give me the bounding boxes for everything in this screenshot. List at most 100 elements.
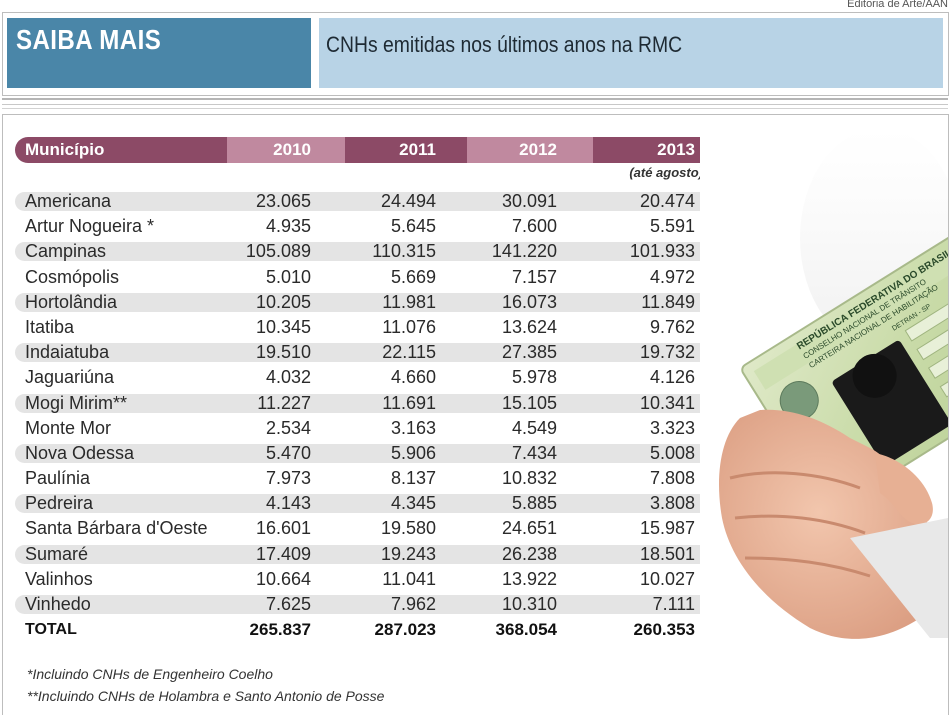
column-header-2011: 2011 [345, 137, 467, 163]
cell-municipio: Artur Nogueira * [25, 216, 155, 237]
table-row: Sumaré 17.409 19.243 26.238 18.501 [15, 542, 718, 567]
table-row: Jaguariúna 4.032 4.660 5.978 4.126 [15, 365, 718, 390]
cell-2013: 5.008 [649, 442, 695, 463]
cell-2011: 11.981 [382, 291, 436, 312]
cell-2010: 4.935 [265, 216, 311, 237]
table-row: Nova Odessa 5.470 5.906 7.434 5.008 [15, 441, 718, 466]
cell-2011: 287.023 [374, 620, 436, 640]
table-header: Município 2010 2011 2012 2013 [15, 137, 718, 163]
note-2013: (até agosto) [629, 165, 703, 180]
cell-2011: 7.962 [390, 594, 436, 614]
cell-2011: 5.906 [390, 442, 436, 463]
cell-2011: 5.669 [390, 266, 436, 287]
table-row: Vinhedo 7.625 7.962 10.310 7.111 [15, 592, 718, 617]
cell-municipio: Santa Bárbara d'Oeste [25, 518, 208, 539]
cell-2012: 24.651 [501, 518, 557, 539]
footnote-1: *Incluindo CNHs de Engenheiro Coelho [27, 666, 273, 682]
cell-2010: 2.534 [265, 417, 311, 438]
hand-holding-license-icon: REPÚBLICA FEDERATIVA DO BRASIL CONSELHO … [700, 118, 948, 678]
row-stripe [15, 595, 718, 614]
badge-label: SAIBA MAIS [16, 24, 162, 55]
row-stripe [15, 192, 718, 211]
column-header-2013: 2013 [593, 137, 718, 163]
cell-2011: 24.494 [380, 191, 436, 211]
cell-2010: 5.470 [265, 442, 311, 463]
cell-2010: 5.010 [265, 266, 311, 287]
cell-2013: 10.027 [639, 568, 695, 589]
cell-2011: 110.315 [372, 241, 436, 262]
cell-municipio: Sumaré [25, 543, 89, 564]
cell-2013: 15.987 [639, 518, 695, 539]
cell-2010: 265.837 [249, 620, 311, 640]
cell-2013: 19.732 [639, 342, 695, 363]
row-stripe [15, 494, 718, 514]
table-row: Artur Nogueira * 4.935 5.645 7.600 5.591 [15, 214, 718, 239]
table-row: Santa Bárbara d'Oeste 16.601 19.580 24.651 1… [15, 516, 718, 541]
cell-2012: 7.434 [511, 442, 557, 463]
cell-2012: 13.624 [501, 316, 557, 337]
divider [2, 108, 948, 109]
page-title: CNHs emitidas nos últimos anos na RMC [326, 32, 683, 57]
cell-2013: 260.353 [633, 620, 695, 640]
table-row: Pedreira 4.143 4.345 5.885 3.808 [15, 491, 718, 516]
cell-2011: 22.115 [382, 342, 436, 363]
cell-2011: 5.645 [390, 216, 436, 237]
row-stripe [15, 393, 718, 413]
cell-2013: 5.591 [649, 216, 695, 237]
cell-2010: 7.973 [265, 468, 311, 489]
cell-2013: 101.933 [629, 241, 695, 262]
cell-2012: 15.105 [501, 392, 557, 413]
cell-2013: 7.808 [649, 468, 695, 489]
cell-2012: 7.600 [511, 216, 557, 237]
cell-2012: 4.549 [511, 417, 557, 438]
table-row: Monte Mor 2.534 3.163 4.549 3.323 [15, 416, 718, 441]
cell-2011: 8.137 [390, 468, 436, 489]
credit-text: Editoria de Arte/AAN [847, 0, 948, 10]
cell-2011: 11.691 [382, 392, 436, 413]
cell-2013: 3.808 [649, 493, 695, 514]
cell-2010: 4.032 [265, 367, 311, 388]
cell-2010: 11.227 [257, 392, 311, 413]
cell-2010: 4.143 [265, 493, 311, 514]
cell-municipio: Valinhos [25, 568, 93, 589]
divider [2, 104, 948, 105]
table-row: Americana 23.065 24.494 30.091 20.474 [15, 189, 718, 214]
cell-2010: 7.625 [265, 594, 311, 614]
table-row: Campinas 105.089 110.315 141.220 101.933 [15, 239, 718, 264]
cell-2013: 11.849 [641, 291, 695, 312]
cell-2010: 23.065 [255, 191, 311, 211]
cell-municipio: Indaiatuba [25, 342, 110, 363]
row-stripe [15, 443, 718, 463]
cell-2012: 10.832 [501, 468, 557, 489]
cell-2012: 141.220 [491, 241, 557, 262]
cell-2010: 19.510 [255, 342, 311, 363]
cell-2012: 13.922 [501, 568, 557, 589]
cell-2013: 10.341 [639, 392, 695, 413]
cell-2013: 18.501 [639, 543, 695, 564]
table-total-row: TOTAL 265.837 287.023 368.054 260.353 [15, 617, 718, 642]
table-row: Paulínia 7.973 8.137 10.832 7.808 [15, 466, 718, 491]
row-stripe [15, 242, 718, 262]
column-header-2010: 2010 [227, 137, 345, 163]
cell-2010: 17.409 [255, 543, 311, 564]
cell-2010: 10.345 [255, 316, 311, 337]
cell-2012: 27.385 [501, 342, 557, 363]
cell-2012: 368.054 [495, 620, 557, 640]
cell-2010: 105.089 [245, 241, 311, 262]
column-header-2012: 2012 [467, 137, 593, 163]
cell-2013: 9.762 [649, 316, 695, 337]
cell-2012: 5.978 [511, 367, 557, 388]
table-row: Itatiba 10.345 11.076 13.624 9.762 [15, 315, 718, 340]
cell-municipio: Pedreira [25, 493, 94, 514]
cell-municipio: Hortolândia [25, 291, 118, 312]
cell-2012: 5.885 [511, 493, 557, 514]
cell-2013: 20.474 [639, 191, 695, 211]
cell-municipio: Monte Mor [25, 417, 112, 438]
table-row: Cosmópolis 5.010 5.669 7.157 4.972 [15, 265, 718, 290]
table-row: Hortolândia 10.205 11.981 16.073 11.849 [15, 290, 718, 315]
cell-2013: 4.972 [649, 266, 695, 287]
cell-municipio: Vinhedo [25, 594, 91, 614]
cell-municipio: Americana [25, 191, 112, 211]
cell-2012: 30.091 [501, 191, 557, 211]
row-stripe [15, 292, 718, 312]
